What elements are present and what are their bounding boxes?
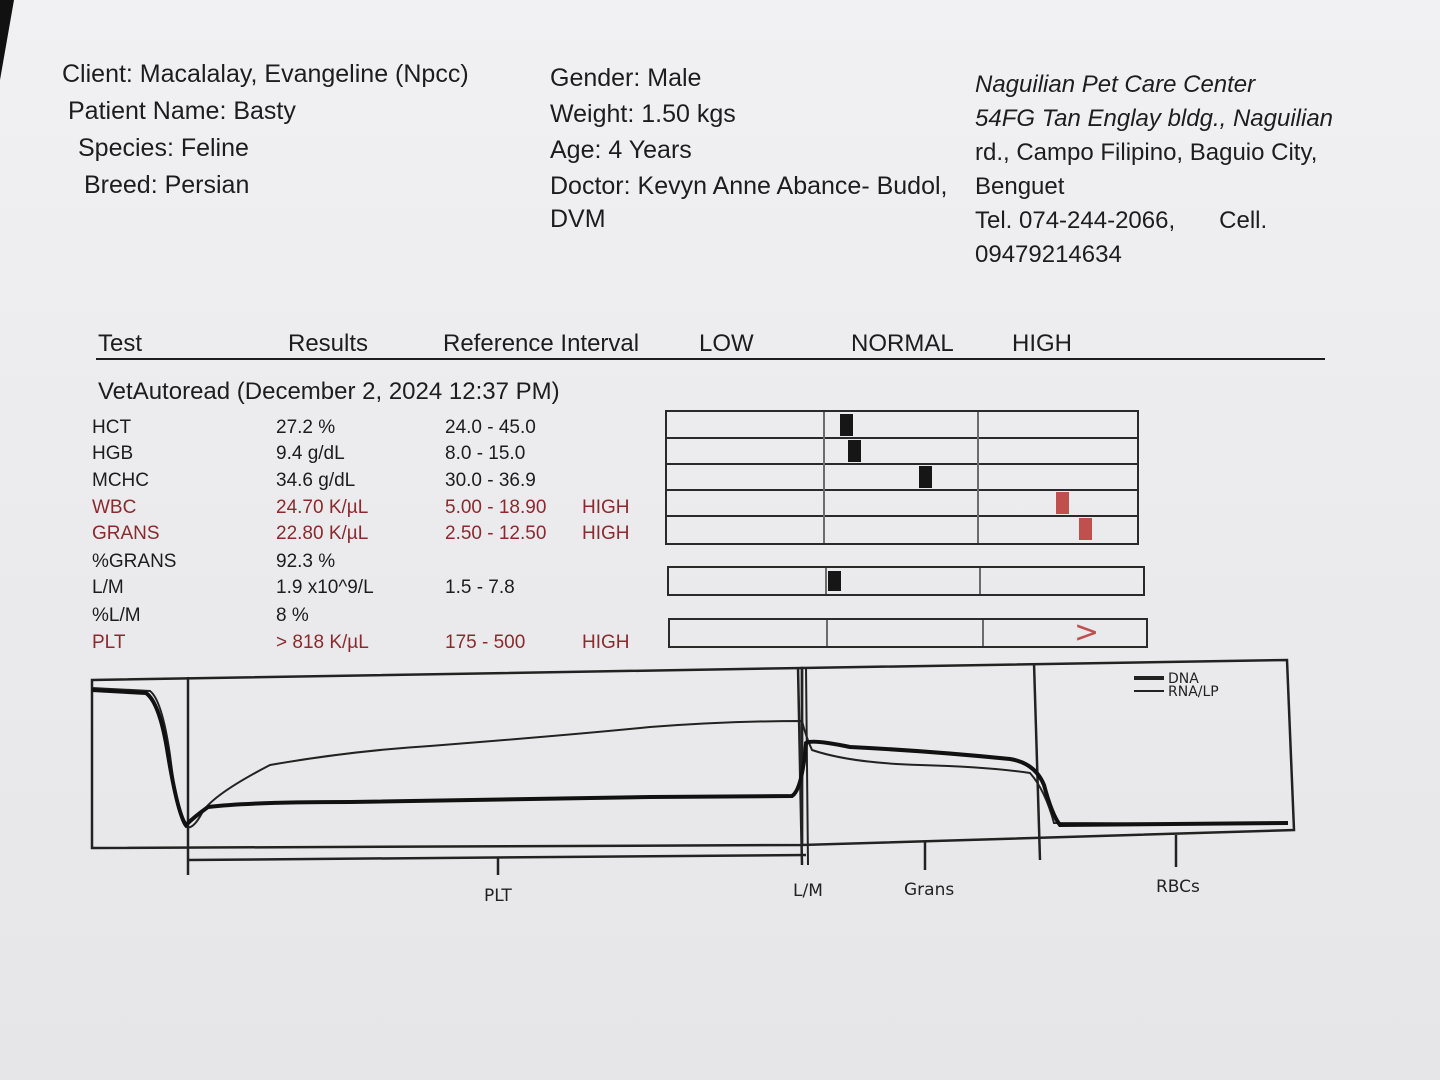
region-label-plt: PLT [484,886,512,906]
test-result: > 818 K/µL [276,632,369,653]
patient-info: Gender: Male Weight: 1.50 kgs Age: 4 Yea… [550,60,947,234]
gauge-divider-high [977,412,979,543]
gauge-over-range-arrow: > [1074,615,1100,650]
gauge-divider-high [979,568,981,594]
result-row-lm: L/M 1.9 x10^9/L 1.5 - 7.8 [92,577,652,601]
legend-dna-label: DNA [1168,671,1199,687]
result-row-grans: GRANS 22.80 K/µL 2.50 - 12.50 HIGH [92,523,652,547]
gauge-marker-grans [1079,518,1092,540]
photo-edge-shadow [0,0,14,80]
test-result: 9.4 g/dL [276,443,345,464]
test-result: 1.9 x10^9/L [276,577,374,598]
header-normal: NORMAL [851,330,954,357]
result-row-hgb: HGB 9.4 g/dL 8.0 - 15.0 [92,443,652,467]
gauge-marker-hgb [848,440,861,462]
header-rule [96,358,1325,360]
gauge-lane-hct [667,412,1137,439]
header-test: Test [98,330,143,357]
doctor: Doctor: Kevyn Anne Abance- Budol, [550,172,948,200]
gauge-marker-wbc [1056,492,1069,514]
client-info: Client: Macalalay, Evangeline (Npcc) Pat… [62,56,469,204]
gauge-marker-mchc [919,466,932,488]
gauge-lane-wbc [667,490,1137,517]
clinic-name: Naguilian Pet Care Center [975,71,1256,98]
dna-curve [91,688,1289,828]
clinic-address-1: 54FG Tan Englay bldg., Naguilian [975,105,1334,132]
region-label-grans: Grans [904,880,954,900]
result-row-pct-grans: %GRANS 92.3 % [92,551,652,575]
test-name: %L/M [92,605,141,626]
header-reference: Reference Interval [443,330,640,357]
test-result: 92.3 % [276,551,336,572]
clinic-cell: 09479214634 [975,241,1122,268]
run-title: VetAutoread (December 2, 2024 12:37 PM) [98,378,560,405]
clinic-info: Naguilian Pet Care Center 54FG Tan Engla… [975,68,1333,272]
range-gauge-group [665,410,1139,545]
test-name: WBC [92,497,137,518]
client-name: Client: Macalalay, Evangeline (Npcc) [62,60,469,88]
histogram-legend: DNA RNA/LP [1134,671,1219,700]
result-row-pct-lm: %L/M 8 % [92,605,652,629]
gauge-divider-high [982,620,984,646]
clinic-cell-label: Cell. [1219,207,1268,234]
test-reference: 1.5 - 7.8 [445,577,515,598]
high-flag: HIGH [582,632,630,653]
weight: Weight: 1.50 kgs [550,100,736,128]
test-reference: 2.50 - 12.50 [445,523,547,544]
gauge-marker-hct [840,414,853,436]
header-low: LOW [699,330,754,357]
test-name: L/M [92,577,124,598]
gauge-lane-hgb [667,438,1137,465]
doctor-title: DVM [550,205,606,233]
region-label-rbcs: RBCs [1156,877,1200,897]
header-results: Results [288,330,369,357]
legend-rna-lp-label: RNA/LP [1168,684,1219,700]
result-row-plt: PLT > 818 K/µL 175 - 500 HIGH [92,632,652,656]
test-reference: 5.00 - 18.90 [445,497,547,518]
gender: Gender: Male [550,64,702,92]
clinic-address-3: Benguet [975,173,1065,200]
test-result: 24.70 K/µL [276,497,369,518]
test-name: HGB [92,443,134,464]
result-row-mchc: MCHC 34.6 g/dL 30.0 - 36.9 [92,470,652,494]
age: Age: 4 Years [550,136,692,164]
patient-name: Patient Name: Basty [68,97,296,125]
header-high: HIGH [1012,330,1072,357]
gauge-divider-low [823,412,825,543]
range-gauge-lm [667,566,1145,596]
rna-lp-curve [91,687,1289,829]
breed: Breed: Persian [84,171,250,199]
region-label-lm: L/M [793,881,823,901]
gauge-divider-low [826,620,828,646]
histogram-frame [90,658,1296,875]
gauge-lane-mchc [667,464,1137,491]
clinic-tel: Tel. 074-244-2066, [975,207,1176,234]
test-name: %GRANS [92,551,177,572]
test-name: GRANS [92,523,160,544]
test-reference: 30.0 - 36.9 [445,470,536,491]
gauge-marker-lm [828,571,841,591]
test-result: 8 % [276,605,309,626]
test-reference: 24.0 - 45.0 [445,417,536,438]
test-reference: 8.0 - 15.0 [445,443,526,464]
test-reference: 175 - 500 [445,632,526,653]
test-result: 27.2 % [276,417,336,438]
test-result: 22.80 K/µL [276,523,369,544]
test-result: 34.6 g/dL [276,470,356,491]
species: Species: Feline [78,134,249,162]
high-flag: HIGH [582,497,630,518]
cell-histogram: DNA RNA/LP PLT L/M Grans RBCs [90,658,1296,906]
result-row-hct: HCT 27.2 % 24.0 - 45.0 [92,417,652,441]
clinic-phones: Tel. 074-244-2066, Cell. [975,204,1333,238]
test-name: PLT [92,632,126,653]
range-gauge-plt: > [668,615,1148,650]
gauge-divider-low [825,568,827,594]
test-name: HCT [92,417,132,438]
high-flag: HIGH [582,523,630,544]
clinic-address-2: rd., Campo Filipino, Baguio City, [975,139,1318,166]
gauge-lane-grans [667,516,1137,543]
test-name: MCHC [92,470,149,491]
result-row-wbc: WBC 24.70 K/µL 5.00 - 18.90 HIGH [92,497,652,521]
